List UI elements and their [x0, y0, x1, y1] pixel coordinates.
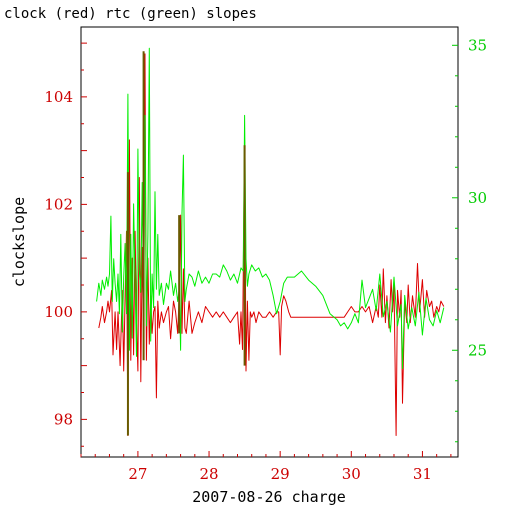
x-axis-label: 2007-08-26 charge [192, 488, 346, 506]
x-tick-label: 27 [128, 465, 147, 483]
y-right-tick-label: 35 [468, 36, 487, 54]
right-axis: 25 30 35 [452, 36, 487, 443]
bottom-axis: 27 28 29 30 31 [80, 451, 452, 483]
y-left-tick-label: 102 [44, 195, 73, 213]
left-axis: 98 100 102 104 [44, 42, 87, 447]
y-right-tick-label: 25 [468, 341, 487, 359]
y-left-tick-label: 98 [54, 410, 73, 428]
rtc-series-line [96, 47, 445, 370]
series-layer [96, 47, 445, 436]
y-left-tick-label: 100 [44, 303, 73, 321]
y-right-tick-label: 30 [468, 189, 487, 207]
x-tick-label: 28 [199, 465, 218, 483]
y-axis-label: clockslope [10, 197, 28, 287]
x-tick-label: 29 [271, 465, 290, 483]
chart-title: clock (red) rtc (green) slopes [4, 6, 257, 22]
x-tick-label: 30 [342, 465, 361, 483]
y-left-tick-label: 104 [44, 88, 73, 106]
clock-series-line [98, 53, 445, 436]
plot-frame [80, 26, 459, 458]
x-tick-label: 31 [413, 465, 432, 483]
